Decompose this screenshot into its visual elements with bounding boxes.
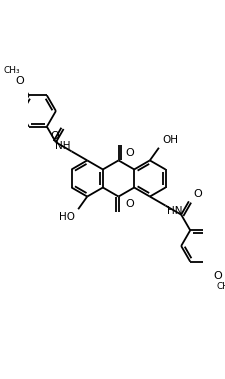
Text: O: O [214, 271, 222, 281]
Text: O: O [15, 75, 24, 86]
Text: O: O [125, 148, 134, 158]
Text: OH: OH [162, 135, 178, 145]
Text: CH₃: CH₃ [4, 66, 21, 75]
Text: NH: NH [55, 141, 70, 151]
Text: O: O [50, 131, 59, 141]
Text: CH₃: CH₃ [216, 282, 225, 291]
Text: HN: HN [167, 206, 182, 216]
Text: O: O [125, 199, 134, 209]
Text: HO: HO [59, 212, 75, 222]
Text: O: O [194, 190, 202, 199]
